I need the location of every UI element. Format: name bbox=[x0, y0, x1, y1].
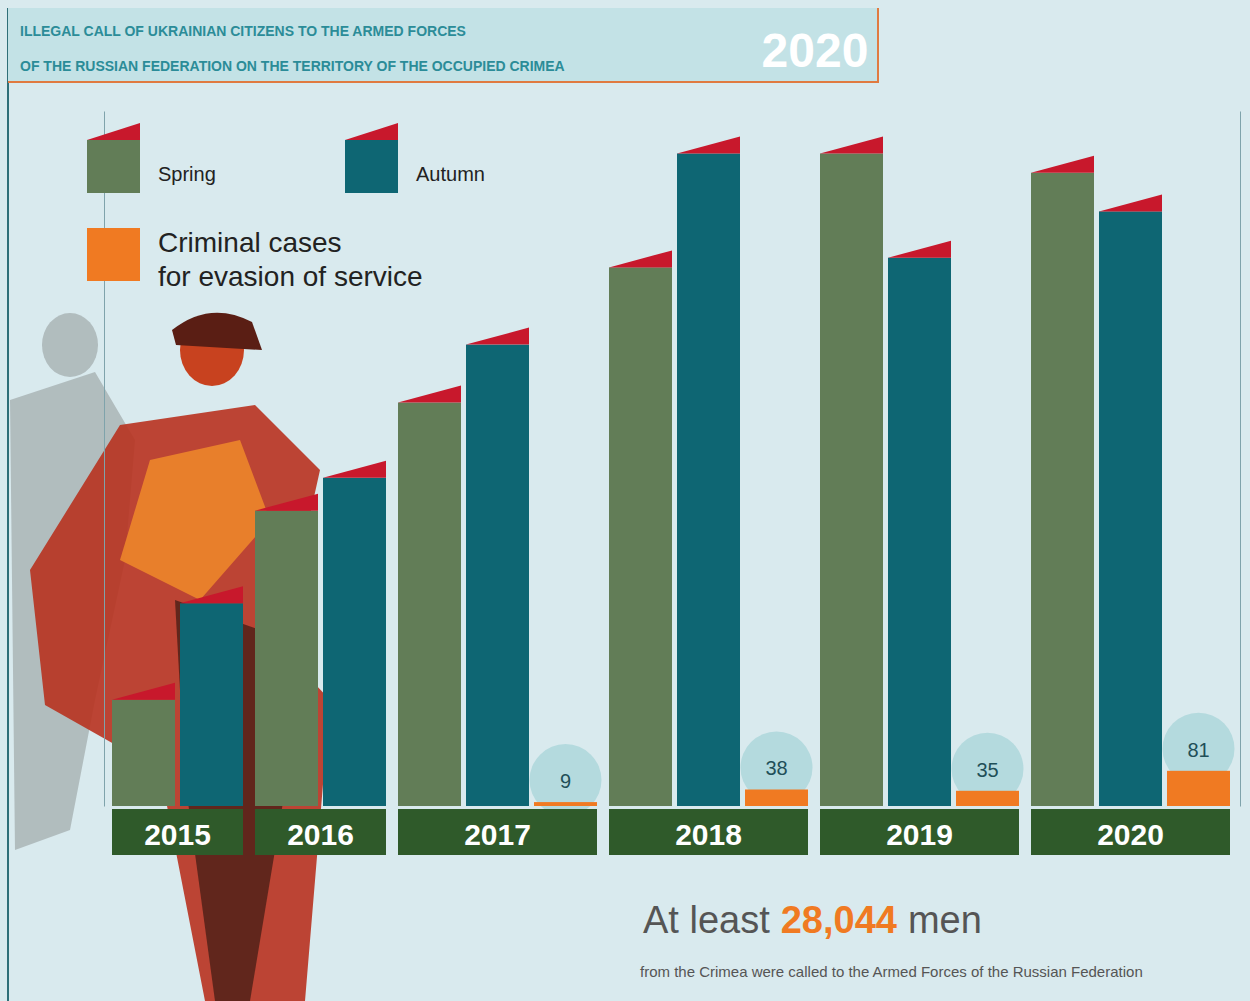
bar bbox=[956, 791, 1019, 806]
annotation-suffix: men bbox=[908, 899, 982, 941]
label-bubble bbox=[530, 744, 602, 816]
y-axis-line bbox=[104, 112, 105, 807]
annotation-note: from the Crimea were called to the Armed… bbox=[640, 963, 1143, 980]
legend-swatch bbox=[345, 140, 398, 193]
bar-cap bbox=[398, 386, 461, 403]
bar bbox=[1167, 771, 1230, 806]
bar bbox=[1031, 173, 1094, 806]
data-label: 35 bbox=[976, 759, 998, 781]
bar bbox=[323, 478, 386, 806]
bar bbox=[398, 403, 461, 806]
bar bbox=[745, 789, 808, 806]
bar-cap bbox=[466, 328, 529, 345]
bar-cap bbox=[1099, 194, 1162, 211]
legend-label: Spring bbox=[158, 163, 216, 185]
annotation: At least 28,044 men bbox=[643, 899, 982, 941]
y2-axis-line bbox=[1240, 112, 1241, 807]
bar-cap bbox=[180, 586, 243, 603]
title-box bbox=[8, 8, 878, 82]
legend-label: Autumn bbox=[416, 163, 485, 185]
background bbox=[0, 0, 1250, 1001]
legend-label: Criminal casesfor evasion of service bbox=[158, 227, 423, 292]
category-label: 2015 bbox=[144, 818, 211, 851]
bar-cap bbox=[112, 683, 175, 700]
category-box bbox=[609, 809, 808, 855]
bar bbox=[255, 511, 318, 806]
category-label: 2016 bbox=[287, 818, 354, 851]
figure-red bbox=[30, 405, 330, 1001]
bar bbox=[1099, 211, 1162, 806]
figure-cap bbox=[172, 313, 262, 350]
frame-line bbox=[7, 8, 9, 1001]
bar bbox=[112, 700, 175, 806]
title-box-border bbox=[8, 8, 878, 82]
bar-cap bbox=[888, 241, 951, 258]
x-axis: 2015 2016 2017 2018 2019 2020 bbox=[112, 809, 1230, 855]
legend-label-line: Autumn bbox=[416, 163, 485, 185]
bar-cap bbox=[609, 250, 672, 267]
legend-cap bbox=[87, 123, 140, 140]
chart-svg: ILLEGAL CALL OF UKRAINIAN CITIZENS TO TH… bbox=[0, 0, 1250, 1001]
data-label: 38 bbox=[765, 757, 787, 779]
bar bbox=[888, 258, 951, 806]
title: OF THE RUSSIAN FEDERATION ON THE TERRITO… bbox=[20, 58, 565, 74]
data-label: 81 bbox=[1187, 739, 1209, 761]
category-label: 2017 bbox=[464, 818, 531, 851]
bar-cap bbox=[677, 136, 740, 153]
figure-gray-head bbox=[42, 313, 98, 377]
legend-label-line: Spring bbox=[158, 163, 216, 185]
category-box bbox=[112, 809, 243, 855]
bar bbox=[820, 153, 883, 806]
bar-cap bbox=[820, 136, 883, 153]
bar bbox=[677, 153, 740, 806]
legend-cap bbox=[345, 123, 398, 140]
data-label: 9 bbox=[560, 770, 571, 792]
bar bbox=[180, 603, 243, 806]
bars bbox=[112, 136, 1230, 806]
category-box bbox=[1031, 809, 1230, 855]
legend-label-line: for evasion of service bbox=[158, 261, 423, 292]
bar-cap bbox=[323, 461, 386, 478]
legend-swatch bbox=[87, 228, 140, 281]
decoration bbox=[10, 313, 330, 1001]
category-label: 2018 bbox=[675, 818, 742, 851]
y2-axis bbox=[1240, 112, 1241, 807]
bar bbox=[609, 267, 672, 806]
badge: 2020 bbox=[762, 24, 869, 77]
data-labels: 9 38 35 81 bbox=[560, 739, 1210, 792]
category-box bbox=[255, 809, 386, 855]
category-box bbox=[398, 809, 597, 855]
bar bbox=[466, 345, 529, 806]
category-label: 2020 bbox=[1097, 818, 1164, 851]
legend-swatch bbox=[87, 140, 140, 193]
y-axis bbox=[104, 112, 105, 807]
title: ILLEGAL CALL OF UKRAINIAN CITIZENS TO TH… bbox=[20, 23, 466, 39]
bar-cap bbox=[1031, 156, 1094, 173]
legend-label-line: Criminal cases bbox=[158, 227, 342, 258]
legend: Spring Autumn Criminal casesfor evasion of… bbox=[87, 123, 485, 292]
figure-orange bbox=[120, 440, 270, 600]
annotation-value: 28,044 bbox=[781, 899, 897, 941]
category-box bbox=[820, 809, 1019, 855]
bar-cap bbox=[255, 494, 318, 511]
category-label: 2019 bbox=[886, 818, 953, 851]
bar bbox=[534, 802, 597, 806]
annotation-prefix: At least bbox=[643, 899, 770, 941]
